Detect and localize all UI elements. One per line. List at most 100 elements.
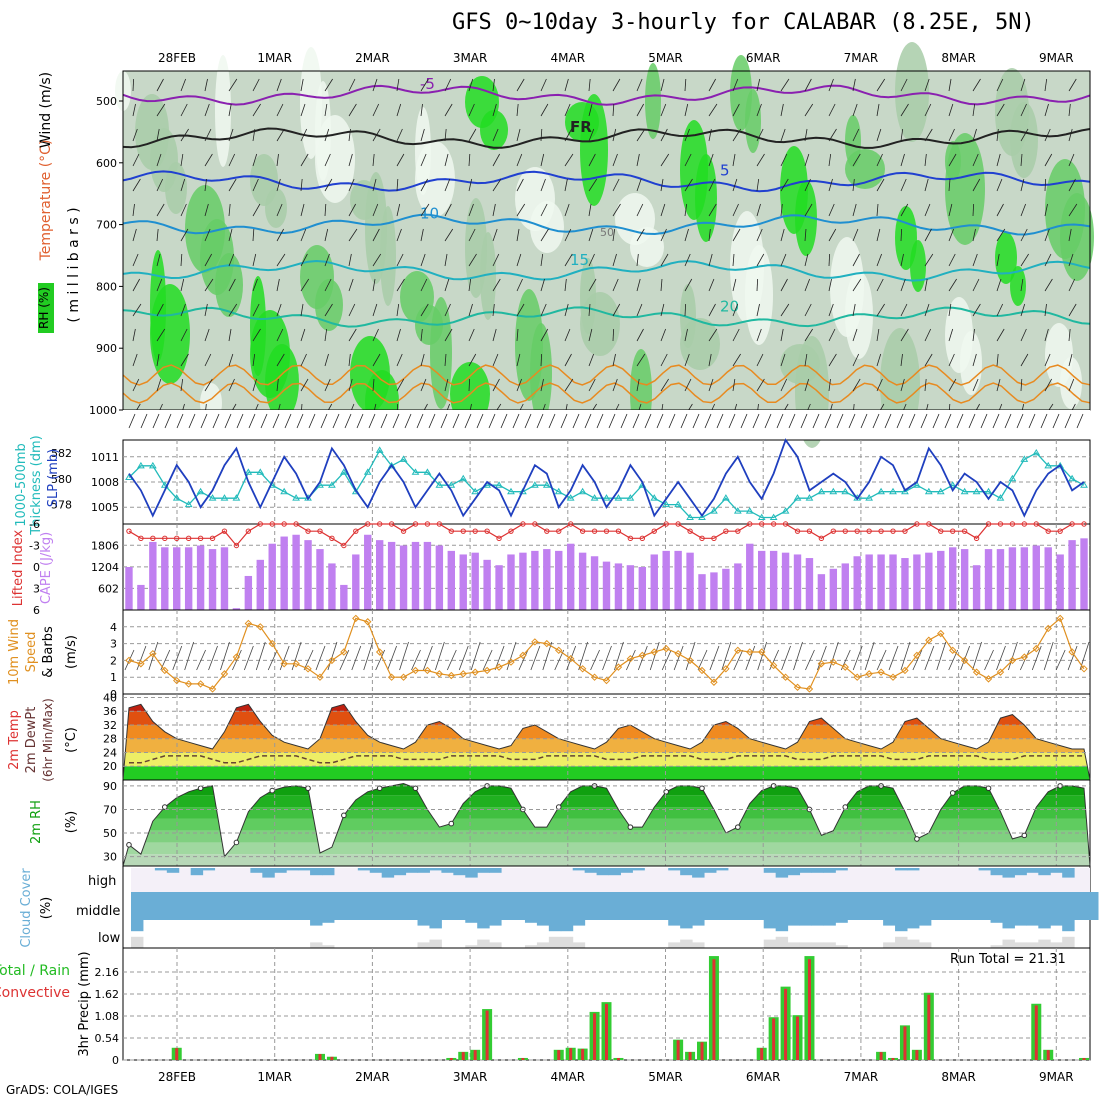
- wind-barb: [276, 278, 280, 292]
- precip-tick-label: 0: [112, 1054, 119, 1067]
- rh-blob: [300, 47, 322, 159]
- wind10-barb: [805, 649, 815, 671]
- wind-barb: [300, 103, 306, 117]
- lifted-index-point: [341, 542, 347, 549]
- wind10-point: [364, 618, 372, 626]
- wind-barb: [780, 328, 784, 342]
- cloud-middle-cell: [369, 892, 383, 920]
- wind10-point: [829, 658, 838, 666]
- cape-bar: [949, 547, 957, 610]
- wind10-barb: [518, 649, 529, 671]
- cloud-middle-cell: [942, 892, 956, 920]
- lifted-index-point: [544, 528, 550, 534]
- thickness-point: [256, 468, 265, 475]
- wind10-point: [137, 660, 145, 668]
- temp-band: [123, 704, 1090, 712]
- lifted-index-point: [579, 528, 586, 534]
- wind10-point: [889, 673, 897, 681]
- cloud-middle-cell: [429, 892, 442, 920]
- wind-barb: [492, 303, 495, 317]
- surface-wind-barb: [356, 413, 364, 429]
- cape-bar: [566, 543, 575, 610]
- wind10-barb: [399, 641, 409, 671]
- cloud-middle-cell: [322, 892, 335, 920]
- wind-barb: [1044, 228, 1050, 242]
- wind-barb: [396, 253, 404, 267]
- wind10-barb: [1067, 645, 1078, 671]
- wind-barb: [516, 378, 523, 392]
- wind-barb: [948, 303, 952, 317]
- wind-barb: [252, 153, 258, 167]
- wind-barb: [996, 228, 1006, 242]
- thickness-point: [745, 507, 754, 514]
- wind-barb: [252, 353, 256, 367]
- cloud-high-cell: [429, 868, 442, 871]
- precip-convective-bar: [581, 1048, 585, 1060]
- cloud-high-cell: [166, 868, 180, 873]
- cloud-middle-cell: [441, 892, 454, 920]
- wind-barb: [468, 328, 475, 342]
- wind-barb: [948, 128, 955, 142]
- lifted-index-point: [938, 528, 944, 534]
- cloud-high-cell: [489, 868, 502, 873]
- wind-barb: [372, 228, 380, 242]
- surface-wind-barb: [452, 413, 460, 429]
- wind-barb: [588, 278, 597, 292]
- cape-bar: [435, 545, 444, 610]
- cape-bar: [937, 550, 945, 610]
- wind10-point: [435, 670, 444, 678]
- lifted-index-point: [138, 535, 144, 542]
- cape-bar: [817, 574, 826, 610]
- wind-barb: [1068, 128, 1073, 142]
- wind10-barb: [614, 641, 624, 671]
- wind-barb: [804, 253, 809, 267]
- cloud-middle-cell: [871, 892, 884, 920]
- wind-barb: [588, 353, 595, 367]
- wind-barb: [276, 128, 285, 142]
- wind-barb: [660, 378, 669, 392]
- wind-barb: [228, 128, 234, 142]
- date-label-bottom: 28FEB: [158, 1070, 196, 1084]
- wind-barb: [468, 253, 477, 267]
- cloud-high-cell: [715, 868, 729, 871]
- wind-barb: [780, 203, 783, 217]
- wind-barb: [828, 303, 834, 317]
- lifted-index-point: [663, 521, 669, 527]
- temp-unit-label: (°C): [64, 727, 79, 753]
- lifted-index-point: [162, 535, 168, 542]
- wind10-point: [734, 646, 742, 655]
- wind-barb: [132, 328, 136, 342]
- wind-barb: [180, 253, 183, 267]
- wind-barb: [996, 278, 1002, 292]
- rh-contour-label: 50: [600, 226, 614, 239]
- wind-barb: [612, 353, 616, 367]
- wind10-barb: [852, 645, 863, 671]
- wind10-barb: [255, 641, 266, 671]
- rh-blob: [895, 42, 929, 142]
- wind-barb: [684, 128, 690, 142]
- precip-convective-bar: [593, 1013, 597, 1060]
- wind-barb: [444, 353, 447, 367]
- wind10-point: [149, 649, 157, 658]
- rh-blob: [1045, 159, 1085, 259]
- wind-barb: [348, 228, 358, 242]
- rh-blob: [645, 63, 661, 139]
- precip-convective-bar: [903, 1026, 907, 1060]
- wind-barb: [372, 153, 375, 167]
- cloud-middle-cell: [656, 892, 669, 920]
- lifted-index-point: [890, 528, 896, 534]
- wind-barb: [156, 178, 164, 192]
- cape-bar: [1068, 540, 1076, 610]
- wind-barb: [924, 78, 930, 92]
- wind-barb: [996, 253, 1000, 267]
- wind-barb: [564, 378, 574, 392]
- wind-barb: [636, 228, 645, 242]
- wind-barb: [228, 378, 235, 392]
- lifted-index-point: [496, 535, 502, 542]
- wind-barb: [540, 78, 547, 92]
- cloud-low-cell: [536, 920, 550, 926]
- wind-barb: [180, 353, 189, 367]
- cloud-high-cell: [381, 868, 395, 878]
- rh-blob: [580, 258, 596, 334]
- wind-barb: [444, 228, 454, 242]
